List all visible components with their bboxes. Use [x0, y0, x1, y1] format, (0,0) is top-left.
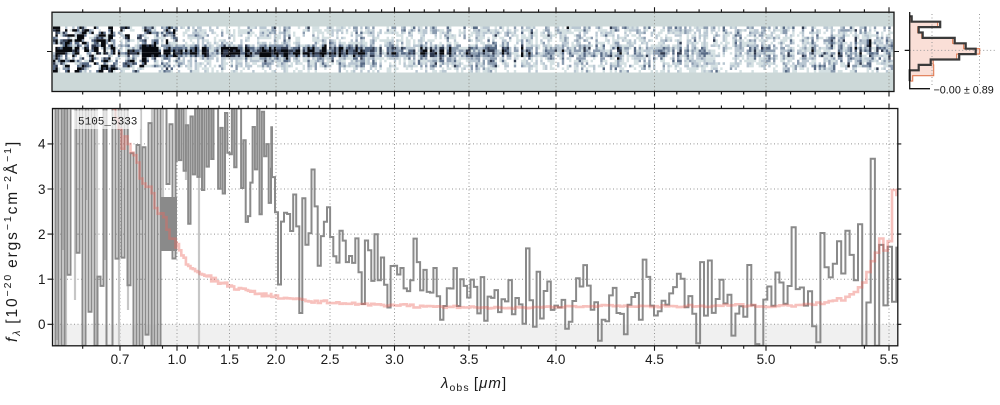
svg-text:2.0: 2.0: [267, 352, 286, 367]
svg-text:5.5: 5.5: [880, 352, 899, 367]
svg-text:5105_5333: 5105_5333: [78, 117, 137, 129]
svg-text:−0.00 ± 0.89: −0.00 ± 0.89: [934, 84, 994, 96]
svg-text:0.7: 0.7: [111, 352, 130, 367]
svg-text:0: 0: [38, 317, 46, 332]
svg-text:5.0: 5.0: [757, 352, 776, 367]
svg-text:2.5: 2.5: [321, 352, 340, 367]
svg-text:3: 3: [38, 182, 46, 197]
svg-text:1.5: 1.5: [220, 352, 239, 367]
svg-text:3.0: 3.0: [385, 352, 404, 367]
svg-text:4.5: 4.5: [645, 352, 664, 367]
svg-text:4: 4: [38, 137, 46, 152]
svg-text:3.5: 3.5: [460, 352, 479, 367]
svg-text:1: 1: [38, 272, 46, 287]
svg-text:4.0: 4.0: [547, 352, 566, 367]
svg-text:1.0: 1.0: [168, 352, 187, 367]
svg-text:λobs [μm]: λobs [μm]: [440, 375, 507, 394]
svg-text:2: 2: [38, 227, 46, 242]
svg-text:fλ [10−20 ergs−1cm−2Å−1]: fλ [10−20 ergs−1cm−2Å−1]: [2, 140, 23, 342]
